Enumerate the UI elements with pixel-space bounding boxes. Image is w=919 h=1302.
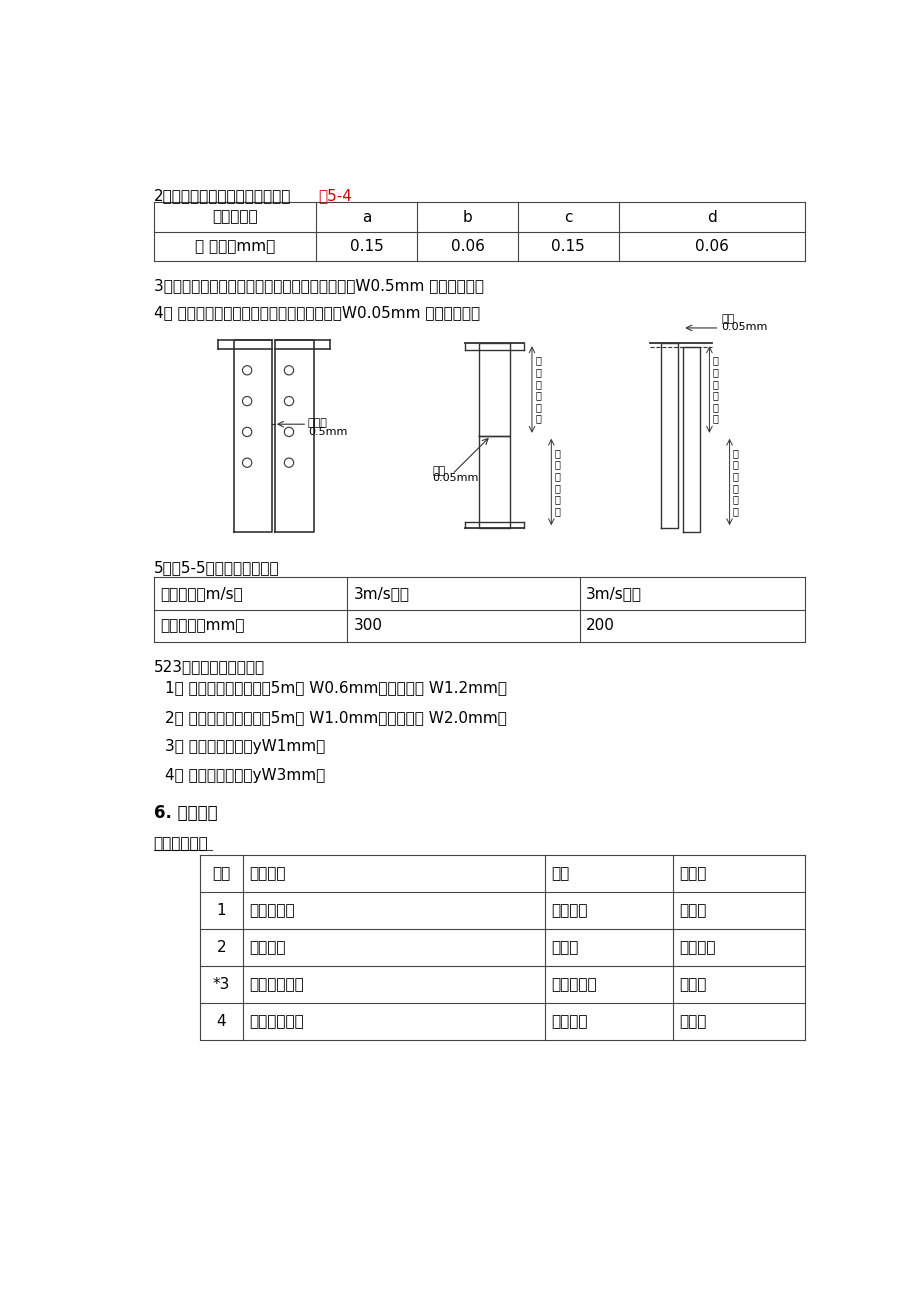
Text: 3）导轨接头处的全长不应有连续缝隙，局部缝隙W0.5mm （见下图）。: 3）导轨接头处的全长不应有连续缝隙，局部缝隙W0.5mm （见下图）。 — [153, 277, 483, 293]
Text: 责任者: 责任者 — [678, 866, 706, 881]
Text: *3: *3 — [212, 978, 230, 992]
Text: 5）表5-5台阶油石磨修长度: 5）表5-5台阶油石磨修长度 — [153, 560, 279, 575]
Text: 2）导轨工作面直线度允许偏差，: 2）导轨工作面直线度允许偏差， — [153, 189, 290, 203]
Text: 修
整
长
度
见
表: 修 整 长 度 见 表 — [711, 355, 718, 423]
Text: 修整长度（mm）: 修整长度（mm） — [160, 618, 244, 634]
Text: 申请单: 申请单 — [550, 940, 578, 956]
Text: 2） 对重导轨垂直度（每5m） W1.0mm，整列偏差 W2.0mm。: 2） 对重导轨垂直度（每5m） W1.0mm，整列偏差 W2.0mm。 — [165, 710, 506, 725]
Text: 0.05mm: 0.05mm — [432, 474, 479, 483]
Text: 4） 两导轨的侧工作面和端面接头处的台阶应W0.05mm （见下图）。: 4） 两导轨的侧工作面和端面接头处的台阶应W0.05mm （见下图）。 — [153, 305, 480, 320]
Text: 6. 流程图表: 6. 流程图表 — [153, 803, 217, 822]
Text: 1） 轿厢导轨垂直度（每5m） W0.6mm，整列偏差 W1.2mm。: 1） 轿厢导轨垂直度（每5m） W0.6mm，整列偏差 W1.2mm。 — [165, 681, 506, 695]
Text: d: d — [706, 210, 716, 224]
Text: 电梯速度（m/s）: 电梯速度（m/s） — [160, 586, 243, 602]
Text: 0.15: 0.15 — [550, 238, 584, 254]
Text: 检验结果: 检验结果 — [550, 1014, 587, 1029]
Text: 523导轨的整体安装质量: 523导轨的整体安装质量 — [153, 659, 265, 674]
Text: 不 大于（mm）: 不 大于（mm） — [195, 238, 275, 254]
Text: b: b — [462, 210, 472, 224]
Text: 安装队: 安装队 — [678, 904, 706, 918]
Text: 申请单回复: 申请单回复 — [550, 978, 596, 992]
Text: 4: 4 — [217, 1014, 226, 1029]
Text: c: c — [563, 210, 572, 224]
Text: 4） 对重导轨扭曲度yW3mm。: 4） 对重导轨扭曲度yW3mm。 — [165, 768, 325, 784]
Text: 0.05mm: 0.05mm — [720, 322, 766, 332]
Text: 步骤: 步骤 — [212, 866, 231, 881]
Text: 小于: 小于 — [720, 314, 733, 324]
Text: 安装队自检: 安装队自检 — [249, 904, 294, 918]
Text: 确认检验方式: 确认检验方式 — [249, 978, 303, 992]
Text: 修
整
长
度
见
表: 修 整 长 度 见 表 — [732, 448, 738, 516]
Text: 0.5mm: 0.5mm — [308, 427, 347, 436]
Text: 流程名称: 流程名称 — [249, 866, 285, 881]
Text: 3） 轿厢导轨扭曲度yW1mm。: 3） 轿厢导轨扭曲度yW1mm。 — [165, 740, 325, 754]
Text: 导轨检验流程: 导轨检验流程 — [153, 836, 209, 852]
Text: 表5-4: 表5-4 — [318, 189, 352, 203]
Text: 0.15: 0.15 — [349, 238, 383, 254]
Text: 申请检验: 申请检验 — [249, 940, 285, 956]
Text: 3m/s以上: 3m/s以上 — [353, 586, 409, 602]
Text: 安装队长: 安装队长 — [678, 940, 715, 956]
Text: 安装记录: 安装记录 — [550, 904, 587, 918]
Text: 修
整
长
度
见
表: 修 整 长 度 见 表 — [554, 448, 560, 516]
Text: 3m/s以下: 3m/s以下 — [585, 586, 641, 602]
Text: 200: 200 — [585, 618, 615, 634]
Text: 检验员: 检验员 — [678, 1014, 706, 1029]
Text: 300: 300 — [353, 618, 382, 634]
Text: 小于: 小于 — [432, 466, 446, 475]
Text: 1: 1 — [217, 904, 226, 918]
Text: 实施抖样检验: 实施抖样检验 — [249, 1014, 303, 1029]
Text: 修
整
长
度
见
表: 修 整 长 度 见 表 — [535, 355, 540, 423]
Text: 输出: 输出 — [550, 866, 569, 881]
Text: 0.06: 0.06 — [694, 238, 728, 254]
Text: 不大于: 不大于 — [308, 418, 327, 428]
Text: a: a — [362, 210, 371, 224]
Text: 导轨连接处: 导轨连接处 — [212, 210, 257, 224]
Text: 2: 2 — [217, 940, 226, 956]
Text: 0.06: 0.06 — [450, 238, 484, 254]
Text: 检验员: 检验员 — [678, 978, 706, 992]
